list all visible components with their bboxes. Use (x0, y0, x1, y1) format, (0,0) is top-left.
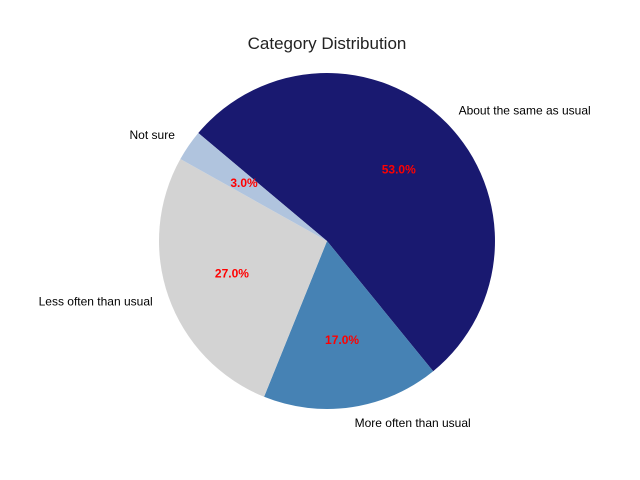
pie-slice-not-sure (180, 133, 327, 241)
chart-title: Category Distribution (248, 34, 407, 53)
pie-label-less-often-than-usual: Less often than usual (39, 295, 153, 309)
pie-label-not-sure: Not sure (130, 128, 176, 142)
pie-slice-about-the-same-as-usual (198, 73, 495, 372)
pie-percent-more-often-than-usual: 17.0% (325, 333, 359, 347)
pie-slice-more-often-than-usual (264, 241, 434, 410)
pie-percent-less-often-than-usual: 27.0% (215, 267, 249, 281)
pie-slice-less-often-than-usual (159, 159, 327, 397)
pie-labels: About the same as usual 53.0% More often t… (39, 103, 591, 429)
pie-percent-about-the-same-as-usual: 53.0% (382, 162, 416, 176)
pie-percent-not-sure: 3.0% (230, 176, 258, 190)
pie-label-about-the-same-as-usual: About the same as usual (459, 103, 591, 117)
pie-slices (159, 73, 495, 410)
pie-label-more-often-than-usual: More often than usual (355, 416, 471, 430)
